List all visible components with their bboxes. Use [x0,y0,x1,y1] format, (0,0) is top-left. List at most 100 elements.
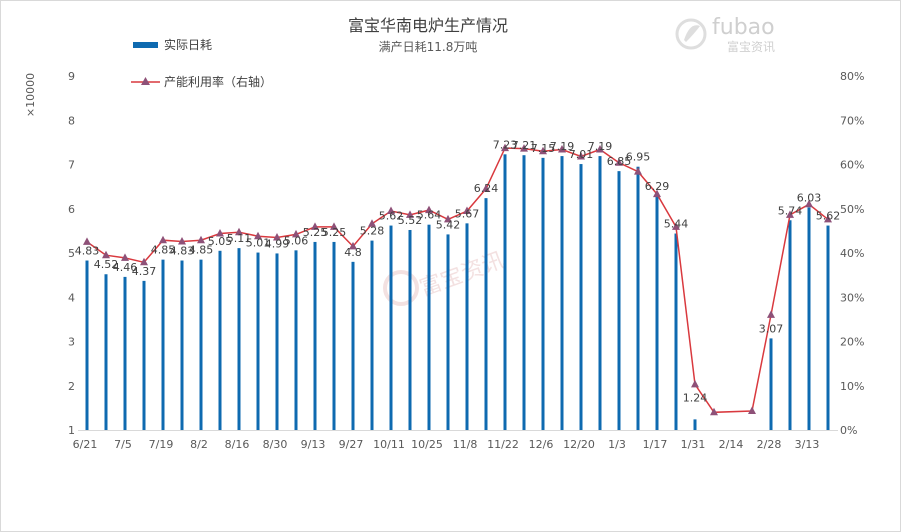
line-point [102,250,110,259]
bar [617,171,621,430]
bar-data-label: 5.28 [360,225,385,238]
left-tick-label: 8 [68,114,75,127]
left-axis-ticks: 1 2 3 4 5 6 7 8 9 [68,70,75,437]
bar [484,198,488,430]
line-point [216,229,224,237]
bar-series [85,154,830,431]
left-tick-label: 4 [68,291,75,304]
bar [237,248,241,430]
line-point [83,237,91,245]
legend: 实际日耗 产能利用率（右轴） [131,37,272,89]
data-labels: 4.834.524.464.374.854.834.855.055.115.01… [75,138,841,404]
x-tick-label: 10/11 [373,438,405,451]
legend-bar-label: 实际日耗 [164,37,212,52]
x-tick-label: 9/13 [301,438,326,451]
line-point [273,233,281,241]
logo-text: fubao [712,15,775,40]
right-tick-label: 0% [840,424,857,437]
left-axis-unit-label: ×10000 [24,73,37,117]
right-tick-label: 40% [840,247,864,260]
right-tick-label: 60% [840,159,864,172]
bar [769,338,773,430]
line-point [520,144,528,152]
bar [655,195,659,430]
line-point [558,145,566,153]
left-tick-label: 2 [68,380,75,393]
bar [142,280,146,430]
line-point [387,206,395,214]
bar-data-label: 5.06 [284,234,309,247]
bar-data-label: 5.42 [436,218,461,231]
line-point [577,152,585,160]
bar [199,259,203,430]
x-tick-label: 8/16 [225,438,250,451]
bar [807,207,811,430]
bar-data-label: 7.21 [512,139,537,152]
left-tick-label: 7 [68,159,75,172]
x-tick-label: 1/3 [608,438,626,451]
x-tick-label: 8/30 [263,438,288,451]
x-tick-label: 6/21 [73,438,98,451]
left-tick-label: 3 [68,336,75,349]
line-point [254,231,262,240]
bar [788,220,792,430]
bar [579,164,583,430]
bar-data-label: 5.64 [417,209,442,222]
bar [446,234,450,430]
bar [161,259,165,430]
bar [351,261,355,430]
x-tick-label: 7/5 [114,438,132,451]
x-tick-label: 12/6 [529,438,554,451]
line-point [824,214,832,223]
bar-data-label: 5.44 [664,218,689,231]
bar [180,260,184,430]
bar [275,253,279,430]
bar-data-label: 5.52 [398,214,423,227]
chart-title: 富宝华南电炉生产情况 [348,16,508,35]
bar-data-label: 4.85 [189,244,214,257]
bar [123,276,127,430]
line-point [767,310,775,318]
bar-data-label: 5.74 [778,204,803,217]
bar-data-label: 7.15 [531,142,556,155]
bar [294,250,298,430]
bar-data-label: 6.03 [797,191,822,204]
line-point [805,199,813,208]
bar [636,166,640,430]
bar-data-label: 7.19 [588,140,613,153]
bar [218,250,222,430]
line-series [83,143,832,416]
right-tick-label: 70% [840,114,864,127]
right-axis-ticks: 0% 10% 20% 30% 40% 50% 60% 70% 80% [840,70,864,437]
line-point [349,241,357,250]
bar-data-label: 5.25 [322,226,347,239]
bar-data-label: 7.19 [550,140,575,153]
legend-bar-swatch [133,42,158,48]
bar [332,241,336,430]
x-tick-label: 12/20 [563,438,595,451]
fubao-logo: fubao 富宝资讯 [675,15,775,54]
bar [465,223,469,430]
line-point [235,227,243,236]
bar-data-label: 4.52 [94,258,119,271]
line-point [292,229,300,238]
left-tick-label: 1 [68,424,75,437]
bar-data-label: 5.05 [208,235,233,248]
bar-data-label: 4.8 [344,246,362,259]
right-tick-label: 80% [840,70,864,83]
bar-data-label: 5.25 [303,226,328,239]
bar [541,157,545,431]
bar [256,252,260,430]
bar-data-label: 6.29 [645,180,670,193]
line-point [672,222,680,230]
line-point [159,235,167,244]
bar-data-label: 4.99 [265,237,290,250]
watermark-leaf-icon [383,270,419,306]
chart-subtitle: 满产日耗11.8万吨 [379,40,478,54]
bar-data-label: 5.01 [246,237,271,250]
bar-data-label: 5.67 [455,207,480,220]
x-tick-label: 2/28 [757,438,782,451]
line-point [121,253,129,261]
